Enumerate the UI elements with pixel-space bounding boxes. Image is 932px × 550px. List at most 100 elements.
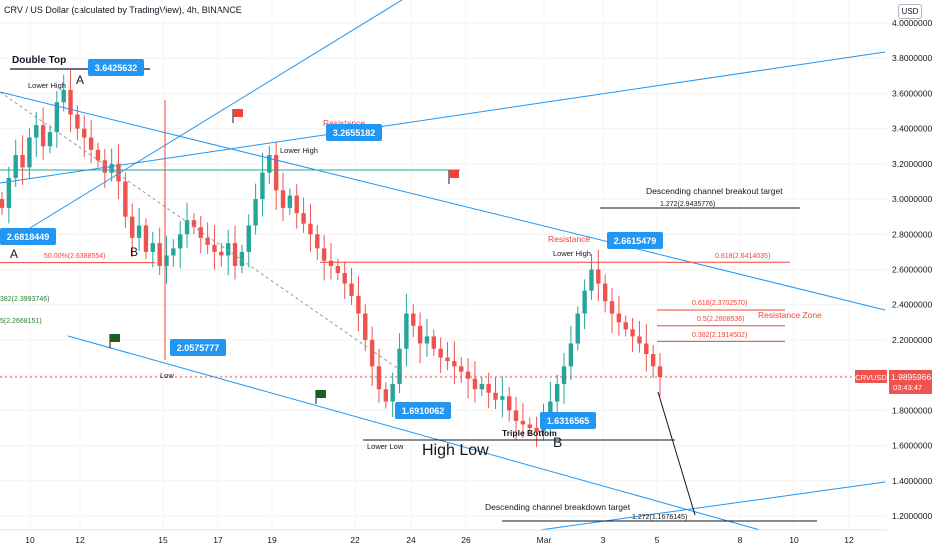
resistance-label-2: Resistance — [548, 234, 590, 244]
y-tick-label: 1.6000000 — [892, 441, 932, 451]
price-callout-box — [88, 59, 144, 76]
candle-body — [630, 329, 635, 337]
y-tick-label: 3.0000000 — [892, 194, 932, 204]
x-tick-label: 17 — [213, 535, 223, 545]
candle-body — [246, 225, 251, 252]
y-tick-label: 1.8000000 — [892, 405, 932, 415]
candle-body — [335, 265, 341, 274]
candle-body — [130, 216, 135, 238]
candle-body — [239, 251, 245, 266]
candle-body — [68, 89, 73, 115]
y-tick-label: 4.0000000 — [892, 18, 932, 28]
price-callout-box — [395, 402, 451, 419]
candle-body — [472, 378, 478, 390]
candle-body — [157, 243, 162, 266]
breakdown-target-label: Descending channel breakdown target — [485, 502, 631, 512]
candle-body — [527, 424, 532, 428]
candle-body — [548, 401, 553, 420]
double-top-label: Double Top — [12, 55, 66, 66]
candle-body — [178, 234, 183, 249]
triple-bottom-label: Triple Bottom — [502, 428, 557, 438]
y-tick-label: 2.8000000 — [892, 229, 932, 239]
candle-body — [363, 313, 368, 340]
candle-body — [513, 410, 519, 421]
candle-body — [397, 348, 402, 384]
candle-body — [644, 343, 649, 355]
candle-body — [602, 283, 608, 302]
label-A-top: A — [76, 73, 84, 87]
last-price-value: 1.9895966 — [891, 372, 931, 382]
candle-body — [438, 348, 443, 358]
candle-body — [20, 155, 25, 168]
grid — [0, 0, 887, 530]
candle-body — [232, 243, 238, 266]
candle-body — [452, 361, 457, 367]
candle-body — [575, 313, 580, 344]
candle-body — [13, 155, 18, 178]
breakdown-target-value: 1.272(1.1676145) — [632, 514, 687, 521]
candle-body — [424, 336, 430, 344]
green-flag-icon — [316, 390, 326, 398]
time-axis: 10 12 15 17 19 22 24 26 Mar 3 5 8 10 12 — [0, 529, 887, 545]
x-tick-label: 15 — [158, 535, 168, 545]
candle-body — [0, 199, 5, 208]
candle-body — [61, 89, 66, 103]
last-price-symbol: CRVUSD — [855, 373, 887, 382]
candle-body — [40, 125, 46, 147]
price-callout-box — [170, 339, 226, 356]
x-tick-label: 3 — [601, 535, 606, 545]
price-callout-box — [326, 124, 382, 141]
x-tick-label: 24 — [406, 535, 416, 545]
candle-body — [431, 336, 437, 349]
candle-body — [225, 243, 231, 256]
candle-body — [493, 392, 498, 400]
candle-body — [650, 354, 656, 367]
candle-body — [411, 313, 416, 326]
low-label: Low — [160, 371, 174, 380]
high-low-label: High Low — [422, 442, 489, 459]
candle-body — [47, 132, 53, 147]
candle-body — [116, 163, 121, 182]
candle-body — [164, 255, 169, 266]
label-B-bottom: B — [553, 434, 562, 450]
x-tick-label: 8 — [738, 535, 743, 545]
x-tick-label: 5 — [655, 535, 660, 545]
lower-high-label-1: Lower High — [28, 81, 66, 90]
candle-body — [95, 149, 101, 161]
price-callout-value: 1.6316565 — [547, 416, 590, 426]
candle-body — [342, 273, 347, 284]
lower-high-label-3: Lower High — [553, 249, 591, 258]
candle-body — [136, 225, 142, 238]
candle-body — [287, 195, 293, 208]
currency-badge[interactable]: USD — [898, 4, 922, 19]
x-tick-label: 12 — [75, 535, 85, 545]
price-callout-value: 2.0575777 — [177, 343, 220, 353]
candle-body — [369, 339, 375, 367]
candle-body — [143, 225, 149, 252]
breakout-target-value: 1.272(2.9435776) — [660, 201, 715, 208]
candle-body — [34, 125, 39, 138]
x-tick-label: 12 — [844, 535, 854, 545]
candle-body — [82, 128, 87, 138]
x-tick-label: 19 — [267, 535, 277, 545]
candle-body — [253, 199, 258, 226]
resistance-label-1: Resistance — [323, 118, 365, 128]
lower-high-label-2: Lower High — [280, 146, 318, 155]
descending-channel-upper — [0, 91, 886, 311]
y-tick-label: 2.6000000 — [892, 265, 932, 275]
candle-body — [27, 137, 32, 168]
x-tick-label: 26 — [461, 535, 471, 545]
candle-body — [383, 389, 389, 402]
candle-body — [198, 227, 203, 238]
x-tick-label: 22 — [350, 535, 360, 545]
candle-body — [212, 244, 217, 252]
candle-body — [150, 243, 155, 252]
y-tick-label: 3.6000000 — [892, 88, 932, 98]
y-tick-label: 1.2000000 — [892, 511, 932, 521]
price-callout-value: 3.2655182 — [333, 128, 376, 138]
candle-body — [321, 248, 327, 261]
price-callout-box — [607, 232, 663, 249]
candle-body — [294, 195, 299, 214]
candle-body — [109, 163, 114, 173]
